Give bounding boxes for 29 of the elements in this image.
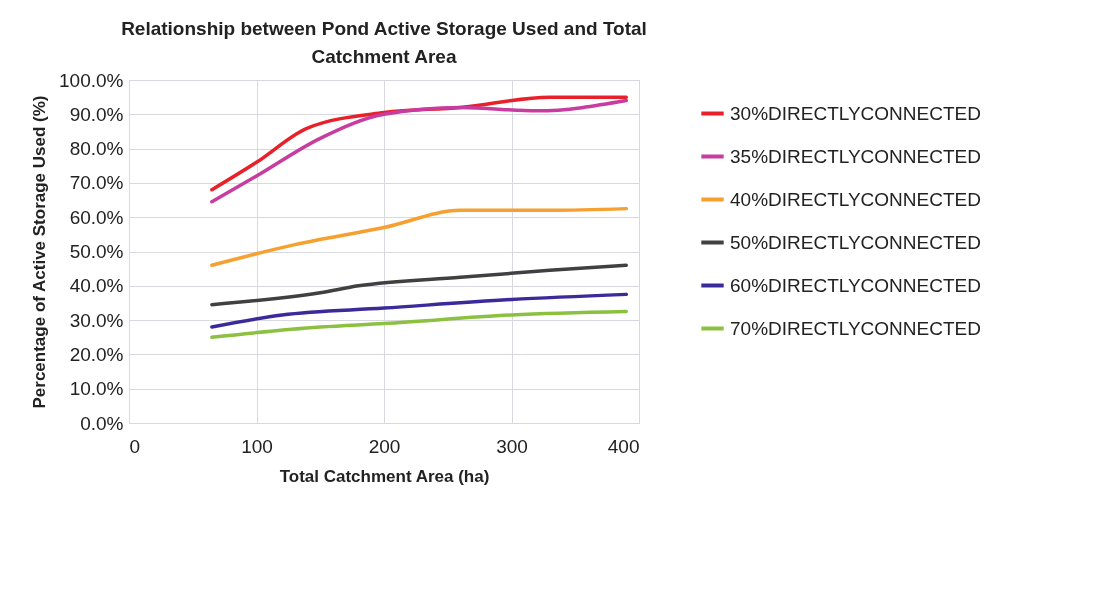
- y-tick-label: 20.0%: [69, 343, 124, 365]
- line-series: [210, 206, 628, 267]
- x-tick-label: 0: [129, 435, 141, 457]
- legend-label: 35%DIRECTLYCONNECTED: [730, 145, 981, 167]
- y-tick-label: 70.0%: [69, 172, 124, 194]
- x-tick-label: 300: [496, 435, 528, 457]
- x-tick-label: 400: [607, 435, 640, 457]
- line-series: [210, 292, 628, 329]
- x-axis-title: Total Catchment Area (ha): [279, 466, 490, 486]
- y-tick-label: 30.0%: [69, 309, 124, 331]
- legend-label: 50%DIRECTLYCONNECTED: [730, 231, 981, 253]
- y-tick-label: 100.0%: [59, 69, 124, 91]
- line-series: [210, 263, 628, 307]
- y-axis-title: Percentage of Active Storage Used (%): [30, 95, 50, 409]
- legend-label: 30%DIRECTLYCONNECTED: [730, 102, 981, 124]
- chart-title: Relationship between Pond Active Storage Used and Total Catchment Area: [121, 18, 647, 67]
- line-series: [210, 309, 628, 339]
- y-tick-label: 10.0%: [69, 378, 124, 400]
- y-tick-label: 50.0%: [69, 241, 124, 262]
- x-tick-label: 200: [368, 435, 401, 457]
- y-tick-label: 0.0%: [80, 412, 124, 434]
- legend-label: 70%DIRECTLYCONNECTED: [730, 317, 981, 339]
- x-tick-label: 100: [241, 435, 273, 457]
- y-tick-label: 60.0%: [69, 206, 124, 228]
- legend-label: 60%DIRECTLYCONNECTED: [730, 274, 981, 296]
- y-tick-label: 80.0%: [69, 138, 124, 160]
- legend-label: 40%DIRECTLYCONNECTED: [730, 188, 981, 210]
- y-tick-label: 90.0%: [69, 103, 124, 125]
- y-tick-label: 40.0%: [69, 275, 124, 297]
